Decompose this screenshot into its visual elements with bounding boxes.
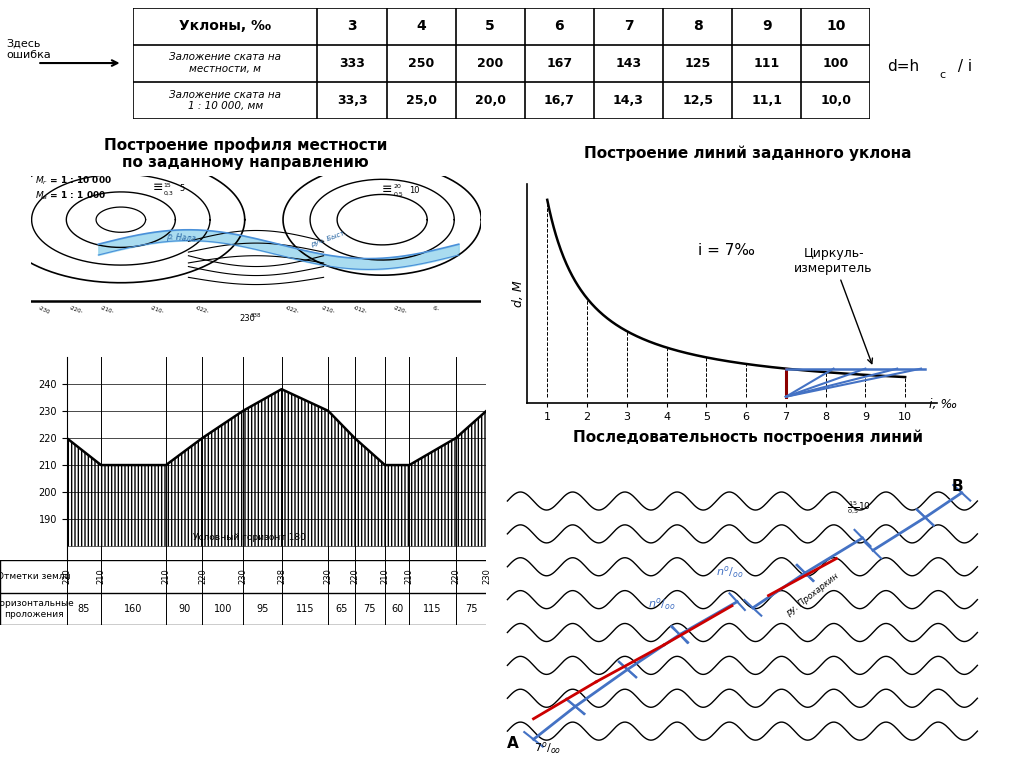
Text: d=h: d=h	[887, 59, 920, 74]
Text: 7: 7	[624, 19, 633, 33]
Text: 220: 220	[198, 568, 207, 584]
Text: 115: 115	[296, 604, 314, 614]
Text: ≡: ≡	[382, 183, 392, 196]
Text: 16,7: 16,7	[544, 94, 574, 107]
Text: 33,3: 33,3	[337, 94, 368, 107]
Text: 65: 65	[335, 604, 347, 614]
Text: 6: 6	[555, 19, 564, 33]
Text: 14,3: 14,3	[613, 94, 644, 107]
Text: 25,0: 25,0	[406, 94, 436, 107]
Text: -012-: -012-	[352, 305, 368, 315]
Text: 15: 15	[164, 183, 171, 187]
Text: 230: 230	[239, 568, 248, 584]
Text: ру. Прохаркин: ру. Прохаркин	[784, 571, 840, 618]
Text: 230: 230	[239, 314, 255, 323]
Text: 210: 210	[96, 568, 105, 584]
Text: Заложение ската на
местности, м: Заложение ската на местности, м	[169, 52, 282, 74]
Text: 9: 9	[762, 19, 771, 33]
Text: Построение профиля местности
по заданному направлению: Построение профиля местности по заданном…	[104, 137, 387, 170]
Text: 238: 238	[251, 314, 261, 318]
Text: 85: 85	[78, 604, 90, 614]
Text: 100: 100	[214, 604, 231, 614]
Text: -220-: -220-	[392, 305, 408, 315]
Text: 100: 100	[822, 57, 849, 70]
Text: -220-: -220-	[69, 305, 83, 315]
Text: 143: 143	[615, 57, 642, 70]
Text: р. Нала: р. Нала	[166, 232, 196, 243]
Text: 10: 10	[410, 186, 420, 195]
Text: 20: 20	[393, 184, 401, 189]
Text: 0,3: 0,3	[164, 190, 173, 196]
Text: 95: 95	[256, 604, 268, 614]
Text: 238: 238	[278, 568, 286, 584]
Text: 10: 10	[826, 19, 846, 33]
Text: -210-: -210-	[150, 305, 165, 315]
Text: -S-: -S-	[432, 305, 440, 313]
Text: i = 7‰: i = 7‰	[698, 243, 756, 258]
Text: Горизонтальные
проложения: Горизонтальные проложения	[0, 599, 74, 618]
Text: 12,5: 12,5	[682, 94, 713, 107]
Text: 90: 90	[178, 604, 190, 614]
Text: 3: 3	[347, 19, 356, 33]
Y-axis label: d, М: d, М	[512, 280, 524, 307]
Text: Циркуль-
измеритель: Циркуль- измеритель	[795, 247, 872, 364]
Text: 210: 210	[162, 568, 170, 584]
Text: Уклоны, ‰: Уклоны, ‰	[179, 19, 271, 33]
Text: $\mathit{M_г}$ = 1 : 10 000: $\mathit{M_г}$ = 1 : 10 000	[35, 175, 113, 187]
Text: руч. Быст.: руч. Быст.	[310, 229, 347, 248]
Text: 10,0: 10,0	[820, 94, 851, 107]
Text: Отметки земли: Отметки земли	[0, 571, 71, 581]
Text: -210-: -210-	[99, 305, 115, 315]
Text: Последовательность построения линий: Последовательность построения линий	[572, 430, 923, 445]
Text: $7^{o}/_{oo}$: $7^{o}/_{oo}$	[534, 740, 561, 756]
Text: $n^{o}/_{oo}$: $n^{o}/_{oo}$	[648, 597, 676, 612]
Text: B: B	[951, 479, 963, 494]
Text: 11,1: 11,1	[752, 94, 782, 107]
Text: $\frac{15}{0{,}5}$10: $\frac{15}{0{,}5}$10	[847, 499, 870, 515]
Text: 210: 210	[381, 568, 389, 584]
Text: 125: 125	[684, 57, 711, 70]
Text: 115: 115	[423, 604, 442, 614]
Text: 250: 250	[408, 57, 434, 70]
Text: A: A	[508, 736, 519, 751]
Text: Здесь
ошибка: Здесь ошибка	[7, 38, 51, 60]
Text: Условный горизонт 180: Условный горизонт 180	[193, 533, 305, 542]
Text: -230: -230	[38, 305, 51, 315]
Text: 20,0: 20,0	[475, 94, 506, 107]
Text: -210-: -210-	[321, 305, 336, 315]
Text: 111: 111	[754, 57, 780, 70]
Text: 210: 210	[404, 568, 414, 584]
Text: Заложение ската на
1 : 10 000, мм: Заложение ската на 1 : 10 000, мм	[169, 90, 282, 111]
Text: / i: / i	[952, 59, 972, 74]
Text: 0,5: 0,5	[393, 193, 403, 197]
Text: -022-: -022-	[195, 305, 210, 315]
Text: 230: 230	[324, 568, 333, 584]
Text: Построение линий заданного уклона: Построение линий заданного уклона	[584, 146, 911, 161]
Text: 5: 5	[485, 19, 496, 33]
Text: 5: 5	[179, 184, 184, 193]
Text: 75: 75	[465, 604, 477, 614]
Text: 167: 167	[546, 57, 572, 70]
Text: 220: 220	[350, 568, 359, 584]
Text: c: c	[939, 71, 945, 81]
Text: 220: 220	[452, 568, 461, 584]
Text: 200: 200	[477, 57, 504, 70]
Text: $\mathit{M_в}$ = 1 : 1 000: $\mathit{M_в}$ = 1 : 1 000	[35, 189, 106, 202]
Text: 333: 333	[339, 57, 365, 70]
Text: 4: 4	[416, 19, 426, 33]
Text: 220: 220	[62, 568, 71, 584]
Text: 75: 75	[364, 604, 376, 614]
Text: 60: 60	[391, 604, 403, 614]
Text: -022-: -022-	[285, 305, 300, 315]
Text: $n^{o}/_{oo}$: $n^{o}/_{oo}$	[717, 564, 743, 580]
Text: i, ‰: i, ‰	[929, 397, 957, 410]
Text: ≡: ≡	[153, 181, 163, 194]
Text: 160: 160	[124, 604, 142, 614]
Text: 8: 8	[692, 19, 702, 33]
Text: 230: 230	[482, 568, 490, 584]
